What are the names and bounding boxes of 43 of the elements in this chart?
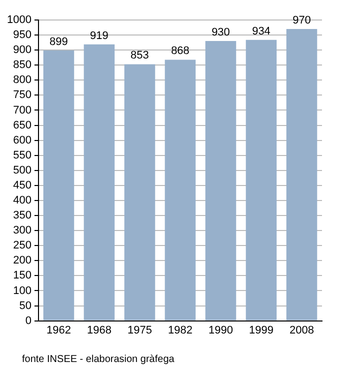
y-tick-label: 900 (13, 44, 32, 56)
y-tick-label: 950 (13, 29, 32, 42)
x-tick-label: 1990 (208, 324, 233, 336)
y-tick-label: 600 (13, 134, 32, 146)
bar (286, 29, 318, 320)
data-label: 919 (90, 30, 108, 42)
y-tick-label: 300 (13, 224, 32, 237)
x-tick-label: 1999 (249, 324, 274, 336)
x-tick-label: 1975 (127, 324, 152, 336)
y-tick-label: 800 (13, 74, 32, 86)
y-tick-label: 400 (13, 194, 32, 207)
y-tick-label: 550 (13, 149, 32, 162)
y-tick-label: 150 (13, 270, 32, 282)
y-tick-label: 350 (13, 210, 32, 222)
source-note: fonte INSEE - elaborasion gràfega (22, 354, 174, 365)
y-tick-label: 700 (13, 104, 32, 116)
data-label: 934 (252, 25, 270, 38)
y-tick-label: 500 (13, 164, 32, 176)
bar (246, 40, 277, 320)
y-tick-label: 200 (13, 254, 32, 267)
bar (43, 50, 74, 320)
bar (205, 41, 236, 320)
x-tick-label: 1982 (168, 324, 192, 336)
y-tick-label: 50 (19, 300, 32, 312)
y-tick-label: 100 (13, 284, 32, 297)
y-tick-label: 0 (25, 314, 32, 327)
bar (124, 64, 156, 320)
data-label: 853 (130, 50, 149, 62)
bar (164, 60, 196, 320)
y-tick-label: 750 (13, 89, 32, 102)
data-label: 930 (212, 26, 230, 39)
data-label: 970 (292, 14, 311, 27)
data-label: 868 (171, 45, 190, 58)
bar (84, 44, 115, 320)
x-tick-label: 1968 (86, 324, 112, 336)
y-tick-label: 450 (13, 179, 32, 192)
y-tick-label: 250 (13, 240, 32, 252)
data-label: 899 (50, 36, 68, 48)
y-tick-label: 850 (13, 59, 32, 72)
x-tick-label: 2008 (290, 324, 314, 336)
y-tick-label: 1000 (6, 14, 32, 26)
x-tick-label: 1962 (46, 324, 71, 336)
y-tick-label: 650 (13, 119, 32, 132)
